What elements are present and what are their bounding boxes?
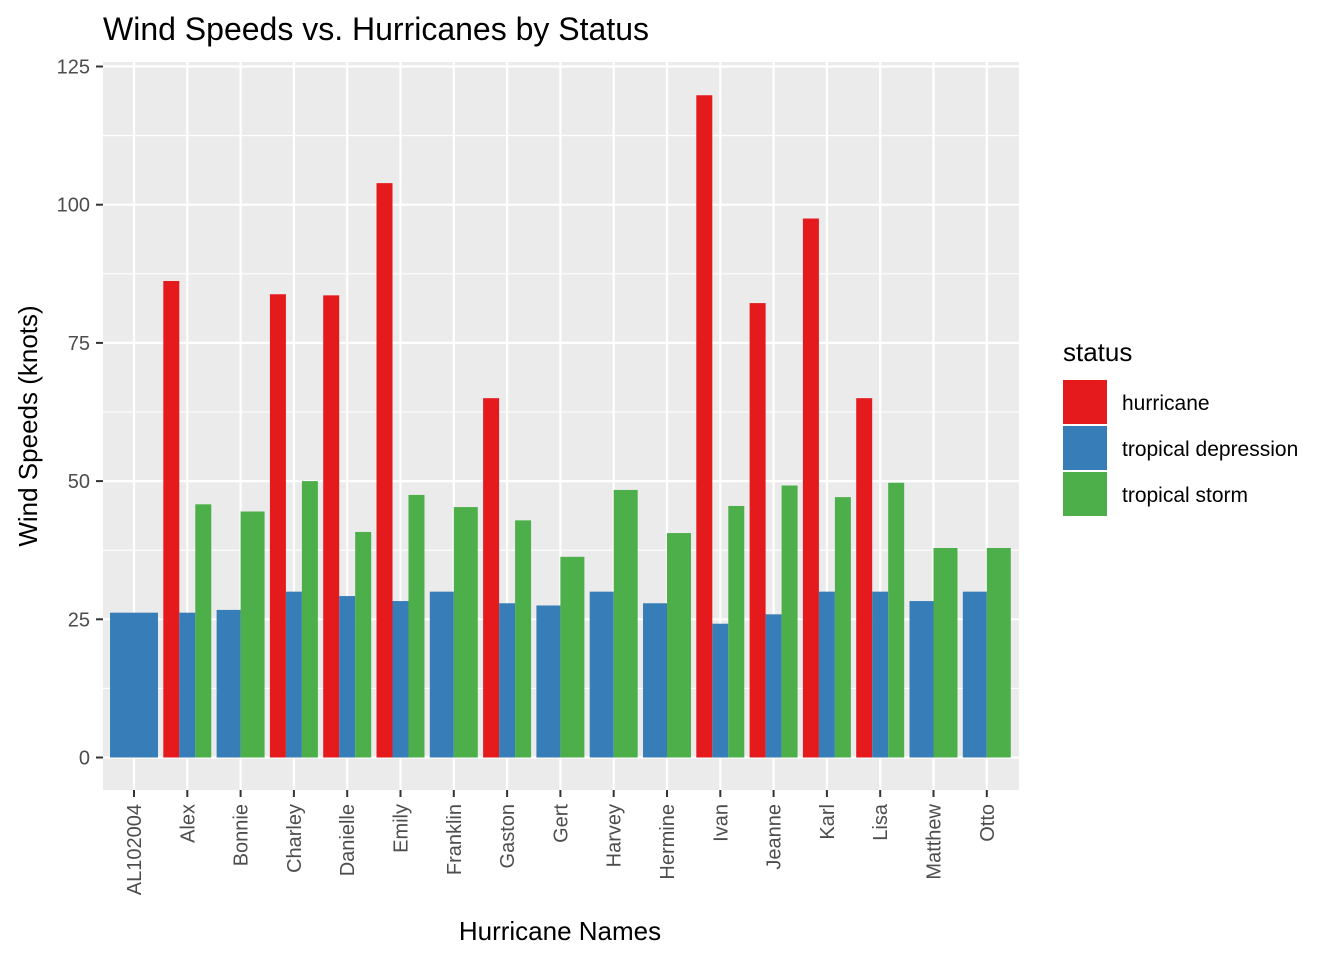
y-tick-label: 25 (68, 609, 90, 631)
x-tick-label: Franklin (444, 804, 466, 875)
bar-tropical-depression-ivan (712, 623, 729, 758)
bar-tropical-depression-franklin (429, 591, 454, 758)
legend-label: tropical depression (1122, 438, 1298, 461)
bar-hurricane-ivan (696, 95, 713, 758)
bar-tropical-depression-gert (536, 605, 561, 758)
bar-tropical-depression-alex (179, 612, 196, 758)
x-tick-label: Alex (177, 804, 199, 843)
bar-tropical-depression-bonnie (216, 609, 241, 758)
x-tick-label: Bonnie (231, 804, 253, 866)
bar-hurricane-emily (376, 183, 393, 758)
x-tick-label: AL102004 (124, 804, 146, 895)
y-tick-label: 50 (68, 471, 90, 493)
bar-tropical-storm-gert (560, 556, 585, 758)
bar-tropical-storm-charley (301, 481, 318, 758)
legend: status hurricane tropical depression tropi… (1063, 337, 1298, 516)
bar-tropical-depression-gaston (499, 603, 516, 758)
bar-tropical-storm-danielle (355, 531, 372, 758)
bar-tropical-depression-al102004 (110, 612, 158, 758)
bar-tropical-depression-karl (818, 591, 835, 758)
bar-tropical-depression-otto (962, 591, 987, 758)
y-tick-label: 100 (57, 195, 90, 217)
bar-tropical-depression-harvey (589, 591, 614, 758)
bar-tropical-depression-charley (285, 591, 302, 758)
x-tick-label: Matthew (924, 803, 946, 879)
bar-tropical-storm-harvey (613, 489, 638, 758)
bar-hurricane-charley (269, 294, 286, 758)
y-tick-label: 75 (68, 333, 90, 355)
x-tick-label: Karl (817, 804, 839, 840)
bar-tropical-depression-jeanne (765, 614, 782, 758)
bar-hurricane-alex (163, 280, 180, 758)
y-tick-label: 125 (57, 57, 90, 79)
x-tick-label: Emily (391, 804, 413, 853)
bar-tropical-depression-hermine (643, 603, 667, 758)
legend-title: status (1063, 337, 1132, 367)
bar-hurricane-danielle (323, 295, 340, 758)
legend-key-tropical-storm (1063, 472, 1107, 516)
bar-hurricane-lisa (856, 398, 873, 758)
bar-tropical-depression-emily (392, 601, 409, 758)
legend-label: tropical storm (1122, 484, 1248, 507)
x-tick-label: Danielle (337, 804, 359, 876)
x-tick-label: Jeanne (764, 804, 786, 870)
bar-tropical-storm-emily (408, 494, 425, 758)
legend-key-tropical-depression (1063, 426, 1107, 470)
x-tick-label: Charley (284, 804, 306, 873)
x-axis-title: Hurricane Names (459, 916, 661, 946)
y-tick-label: 0 (79, 748, 90, 770)
bar-tropical-storm-alex (195, 504, 212, 758)
bar-tropical-depression-lisa (872, 591, 889, 758)
bar-tropical-storm-matthew (933, 547, 958, 758)
bar-tropical-storm-lisa (888, 482, 905, 758)
legend-label: hurricane (1122, 392, 1210, 415)
chart-title: Wind Speeds vs. Hurricanes by Status (103, 11, 649, 47)
y-axis: 0 25 50 75 100 125 (57, 57, 103, 770)
legend-key-hurricane (1063, 380, 1107, 424)
bar-tropical-storm-gaston (515, 520, 532, 758)
bar-hurricane-karl (802, 218, 819, 758)
bars (110, 95, 1011, 758)
bar-tropical-depression-matthew (909, 601, 934, 758)
x-axis: AL102004 Alex Bonnie Charley Danielle Emily Fr… (124, 790, 999, 895)
bar-hurricane-jeanne (749, 303, 766, 758)
y-axis-title: Wind Speeds (knots) (13, 305, 43, 546)
bar-tropical-storm-ivan (728, 505, 745, 758)
bar-tropical-storm-jeanne (781, 485, 798, 758)
bar-tropical-depression-danielle (339, 596, 356, 758)
bar-hurricane-gaston (483, 398, 500, 758)
bar-tropical-storm-karl (834, 497, 851, 758)
bar-tropical-storm-bonnie (240, 511, 265, 758)
x-tick-label: Hermine (657, 804, 679, 880)
x-tick-label: Gaston (497, 804, 519, 868)
bar-tropical-storm-franklin (453, 507, 478, 758)
x-tick-label: Ivan (710, 804, 732, 842)
bar-tropical-storm-hermine (667, 533, 691, 758)
x-tick-label: Gert (550, 804, 572, 843)
x-tick-label: Otto (977, 804, 999, 842)
x-tick-label: Lisa (870, 803, 892, 841)
bar-tropical-storm-otto (986, 547, 1011, 758)
x-tick-label: Harvey (604, 804, 626, 867)
